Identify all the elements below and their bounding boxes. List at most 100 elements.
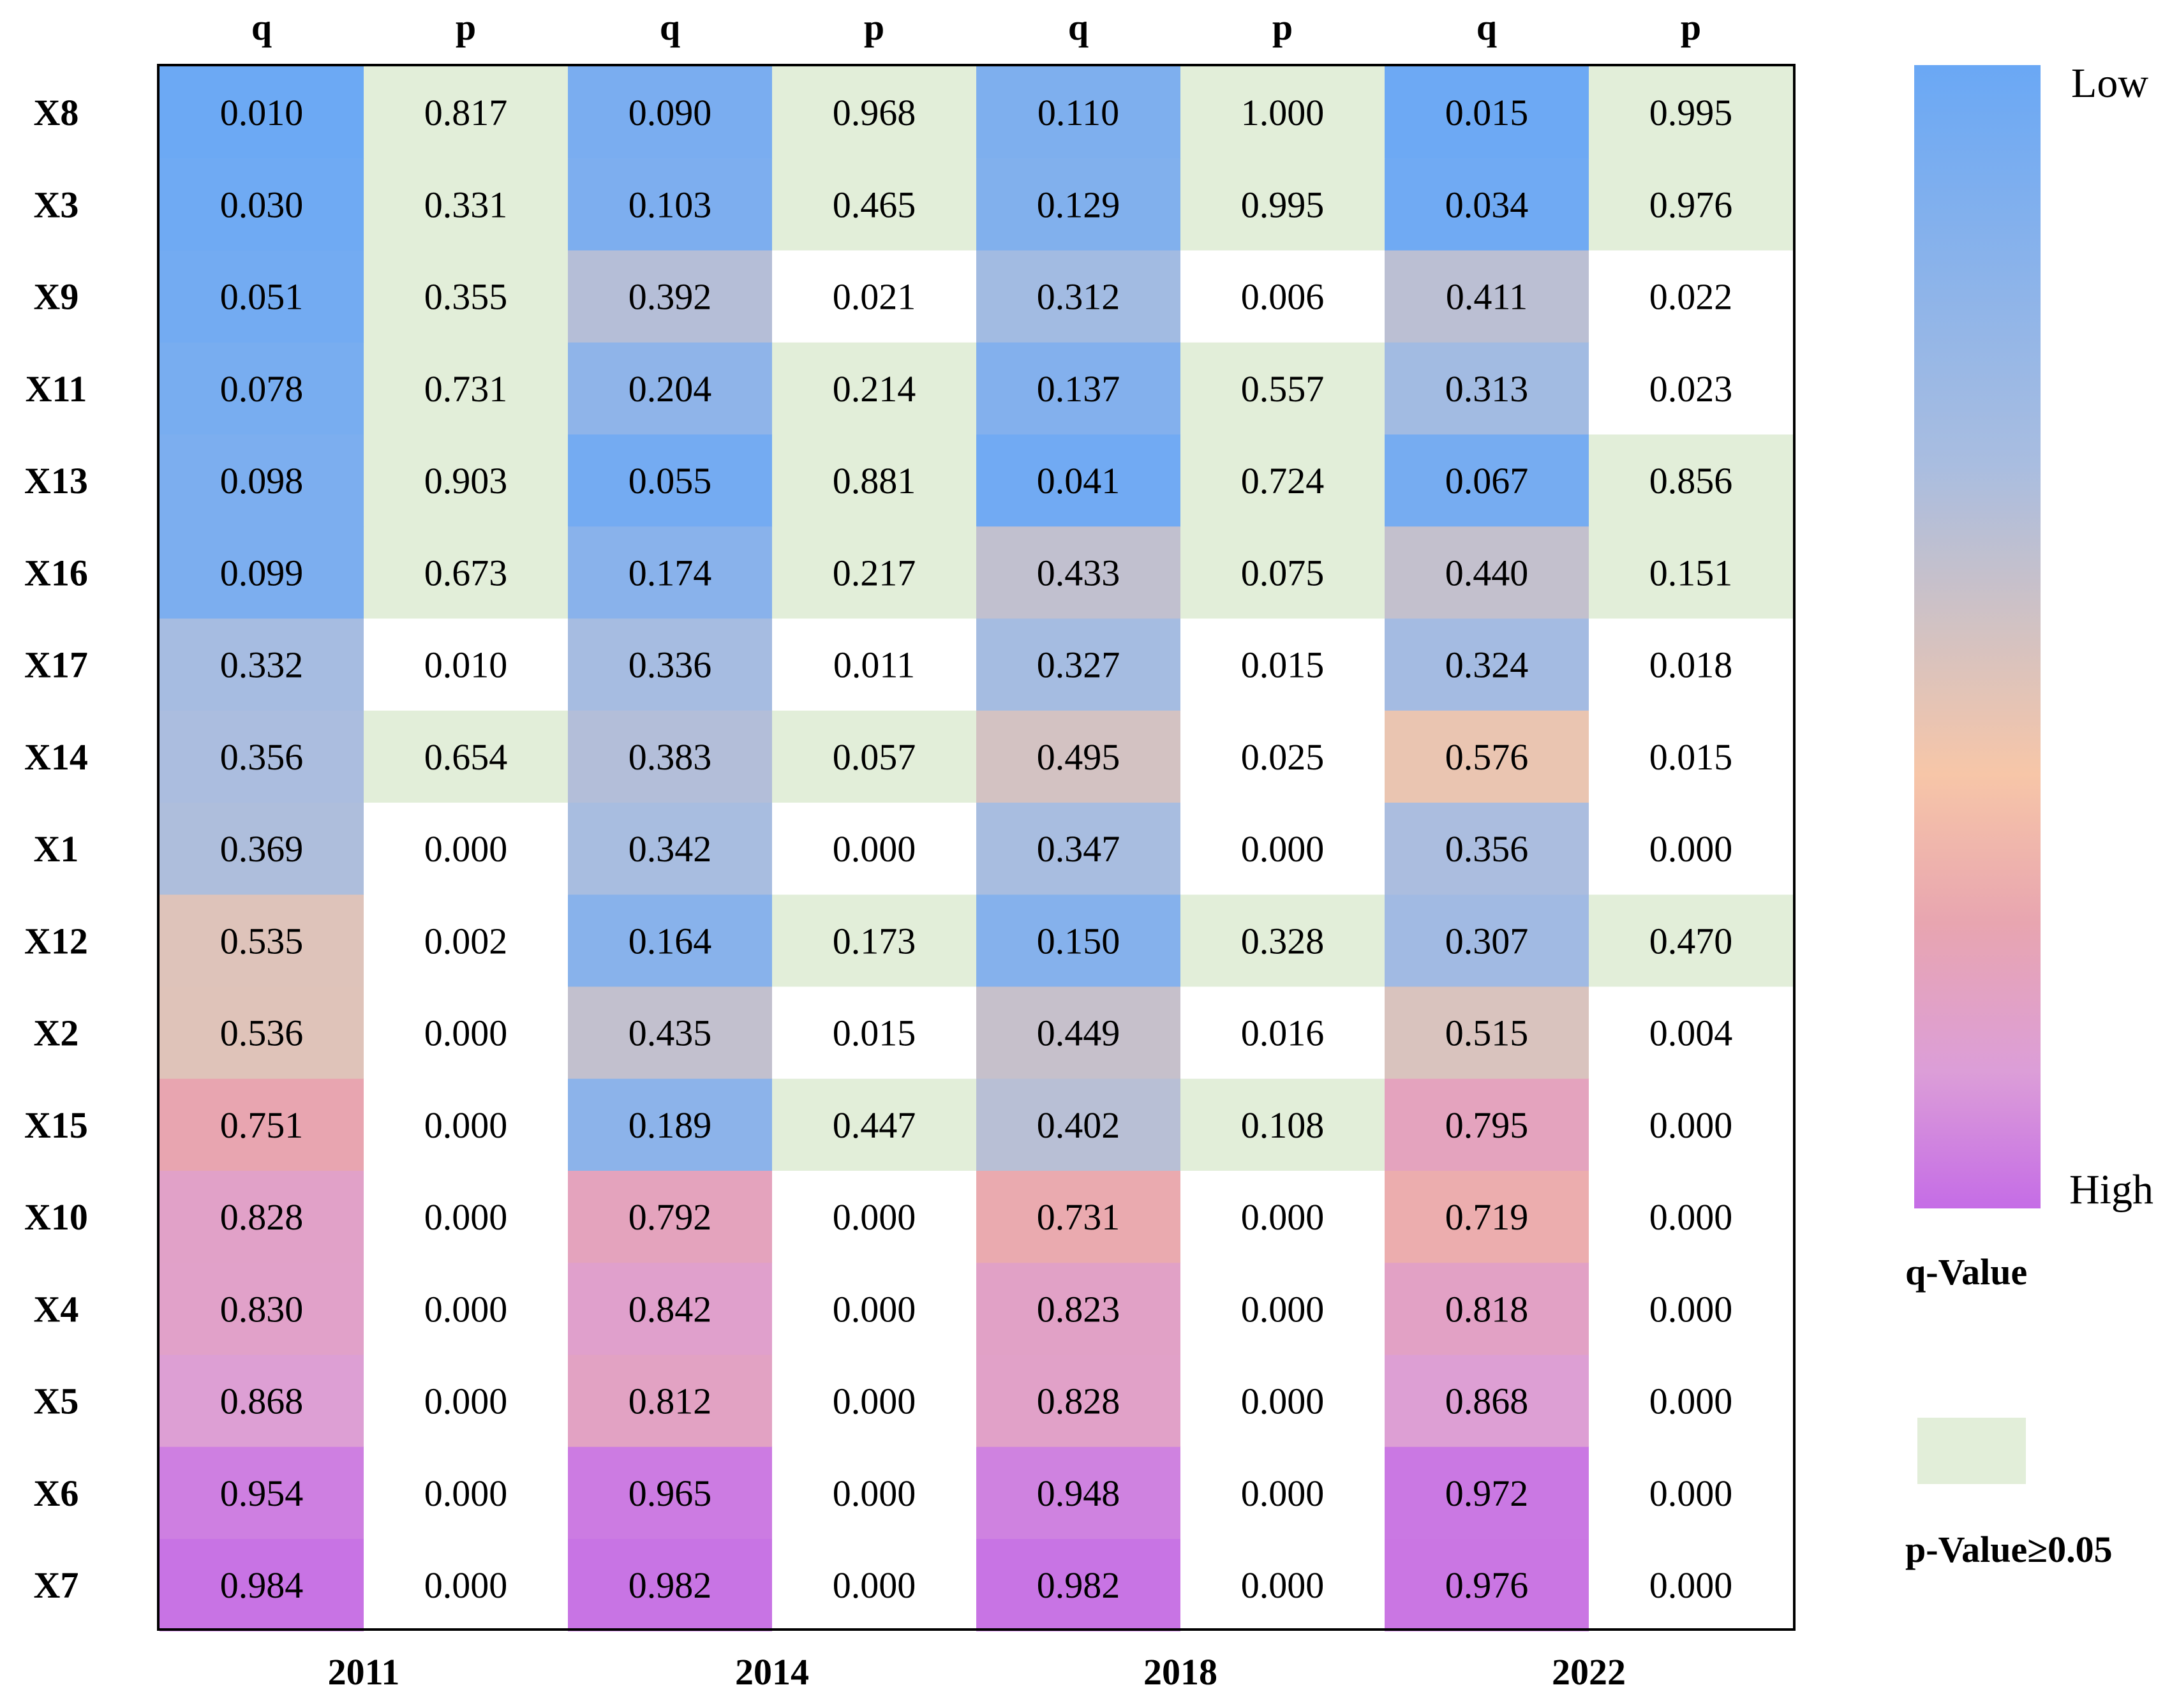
cell-value: 0.103 — [628, 184, 712, 225]
cell-value: 0.812 — [628, 1381, 712, 1422]
cell-value: 0.795 — [1445, 1104, 1529, 1146]
cell-value: 0.204 — [628, 368, 712, 410]
cell-value: 0.383 — [628, 736, 712, 778]
q-cell — [1385, 803, 1589, 895]
cell-value: 0.342 — [628, 828, 712, 870]
q-cell — [976, 434, 1181, 527]
cell-value: 0.000 — [1649, 1104, 1733, 1146]
q-cell — [976, 250, 1181, 343]
q-cell — [976, 803, 1181, 895]
q-cell — [568, 1355, 773, 1448]
q-cell — [160, 434, 364, 527]
p-cell — [364, 710, 569, 803]
p-cell — [1180, 1078, 1385, 1171]
q-cell — [568, 158, 773, 251]
p-cell — [1589, 250, 1794, 343]
cell-value: 0.214 — [833, 368, 916, 410]
p-cell — [1180, 986, 1385, 1080]
p-cell — [1589, 895, 1794, 988]
row-label: X15 — [24, 1104, 88, 1146]
cell-value: 0.030 — [220, 184, 304, 225]
q-cell — [976, 342, 1181, 435]
cell-value: 0.000 — [1649, 1288, 1733, 1330]
cell-value: 0.830 — [220, 1288, 304, 1330]
q-cell — [976, 1263, 1181, 1356]
cell-value: 0.976 — [1649, 184, 1733, 225]
q-cell — [160, 158, 364, 251]
cell-value: 0.000 — [833, 1196, 916, 1238]
q-cell — [160, 1078, 364, 1171]
q-cell — [976, 710, 1181, 803]
column-header: p — [456, 6, 476, 48]
q-cell — [160, 618, 364, 711]
p-cell — [772, 434, 977, 527]
q-cell — [160, 986, 364, 1080]
cell-value: 0.022 — [1649, 276, 1733, 318]
q-cell — [1385, 1539, 1589, 1631]
cell-value: 0.010 — [424, 644, 508, 686]
q-colorbar — [1914, 65, 2041, 1208]
cell-value: 0.411 — [1446, 276, 1528, 318]
p-cell — [772, 1355, 977, 1448]
cell-value: 0.654 — [424, 736, 508, 778]
row-label: X10 — [24, 1196, 88, 1238]
p-cell — [772, 1171, 977, 1263]
cell-value: 0.818 — [1445, 1288, 1529, 1330]
cell-value: 0.000 — [1649, 1473, 1733, 1514]
row-label: X16 — [24, 552, 88, 593]
q-cell — [1385, 1355, 1589, 1448]
cell-value: 0.075 — [1241, 552, 1325, 593]
cell-value: 0.356 — [220, 736, 304, 778]
cell-value: 0.842 — [628, 1288, 712, 1330]
cell-value: 0.015 — [1241, 644, 1325, 686]
p-cell — [364, 1355, 569, 1448]
p-cell — [1589, 710, 1794, 803]
year-label: 2014 — [735, 1651, 809, 1693]
p-cell — [364, 1263, 569, 1356]
row-label: X11 — [26, 368, 87, 410]
p-cell — [1180, 895, 1385, 988]
cell-value: 0.025 — [1241, 736, 1325, 778]
cell-value: 0.099 — [220, 552, 304, 593]
q-cell — [1385, 710, 1589, 803]
p-cell — [1589, 1263, 1794, 1356]
cell-value: 0.129 — [1037, 184, 1120, 225]
cell-value: 0.976 — [1445, 1564, 1529, 1606]
p-cell — [364, 342, 569, 435]
cell-value: 0.067 — [1445, 460, 1529, 501]
q-cell — [976, 66, 1181, 159]
cell-value: 0.011 — [833, 644, 915, 686]
cell-value: 0.010 — [220, 92, 304, 133]
q-cell — [568, 434, 773, 527]
cell-value: 0.447 — [833, 1104, 916, 1146]
p-cell — [1589, 1078, 1794, 1171]
q-cell — [568, 1263, 773, 1356]
cell-value: 0.041 — [1037, 460, 1120, 501]
q-cell — [1385, 342, 1589, 435]
p-cell — [1180, 1263, 1385, 1356]
cell-value: 0.098 — [220, 460, 304, 501]
cell-value: 0.000 — [833, 1473, 916, 1514]
column-header: q — [1476, 6, 1497, 48]
cell-value: 0.174 — [628, 552, 712, 593]
cell-value: 0.312 — [1037, 276, 1120, 318]
cell-value: 0.369 — [220, 828, 304, 870]
p-value-legend: p-Value≥0.05 — [1905, 1418, 2113, 1570]
cell-value: 0.392 — [628, 276, 712, 318]
cell-value: 1.000 — [1241, 92, 1325, 133]
row-label: X3 — [34, 184, 79, 225]
cell-value: 0.173 — [833, 920, 916, 962]
row-label: X6 — [34, 1473, 79, 1514]
p-cell — [364, 986, 569, 1080]
row-label: X17 — [24, 644, 88, 686]
cell-value: 0.557 — [1241, 368, 1325, 410]
p-cell — [1180, 1355, 1385, 1448]
q-cell — [976, 526, 1181, 620]
q-cell — [1385, 250, 1589, 343]
q-cell — [976, 1078, 1181, 1171]
p-cell — [772, 342, 977, 435]
cell-value: 0.002 — [424, 920, 508, 962]
q-cell — [160, 1171, 364, 1263]
cell-value: 0.137 — [1037, 368, 1120, 410]
